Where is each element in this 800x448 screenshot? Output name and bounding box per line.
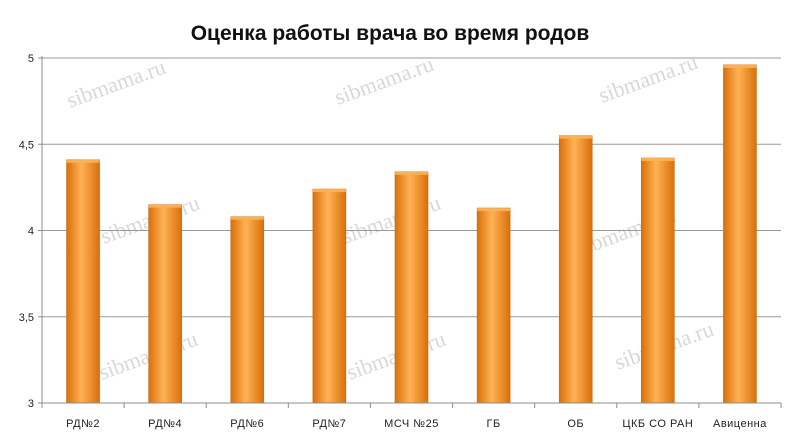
- watermark-text: sibmama.ru: [95, 326, 201, 385]
- watermark-text: sibmama.ru: [63, 54, 169, 113]
- bar: [476, 207, 511, 404]
- x-category-label: ЦКБ СО РАН: [622, 418, 693, 430]
- x-category-label: РД№2: [66, 418, 100, 430]
- bar: [312, 188, 347, 404]
- y-tick-label: 4: [28, 226, 34, 238]
- bar: [66, 159, 100, 404]
- x-category-label: Авиценна: [713, 418, 767, 430]
- bar-top-highlight: [148, 204, 182, 208]
- bar: [558, 135, 593, 404]
- bar-top-highlight: [312, 189, 346, 193]
- bar-top-highlight: [66, 159, 100, 163]
- bar-top-highlight: [477, 208, 511, 212]
- bar-top-highlight: [395, 171, 428, 175]
- x-category-label: РД№4: [148, 418, 182, 430]
- y-tick-label: 4,5: [19, 139, 34, 151]
- bar: [230, 216, 265, 404]
- x-category-label: РД№7: [312, 418, 346, 430]
- x-category-labels: РД№2 РД№4 РД№6 РД№7 МСЧ №25 ГБ ОБ ЦКБ СО РАН Ави…: [66, 418, 767, 430]
- axes: [41, 56, 782, 408]
- bar-top-highlight: [641, 158, 675, 162]
- chart-title: Оценка работы врача во время родов: [191, 22, 590, 45]
- bar-top-highlight: [559, 135, 593, 139]
- y-tick-labels: 3 3,5 4 4,5 5: [19, 53, 34, 410]
- x-category-label: ОБ: [567, 418, 584, 430]
- bars: [66, 64, 757, 404]
- y-tick-label: 3,5: [19, 312, 34, 324]
- y-tick-label: 3: [28, 398, 34, 410]
- bar-top-highlight: [723, 64, 757, 68]
- watermark-text: sibmama.ru: [331, 51, 437, 110]
- bar: [641, 157, 675, 404]
- x-category-label: РД№6: [230, 418, 264, 430]
- bar: [148, 204, 182, 404]
- bar-top-highlight: [230, 216, 264, 220]
- x-category-label: ГБ: [487, 418, 501, 430]
- y-tick-label: 5: [28, 53, 34, 65]
- bar: [394, 171, 429, 404]
- bar: [723, 64, 757, 404]
- x-category-label: МСЧ №25: [384, 418, 439, 430]
